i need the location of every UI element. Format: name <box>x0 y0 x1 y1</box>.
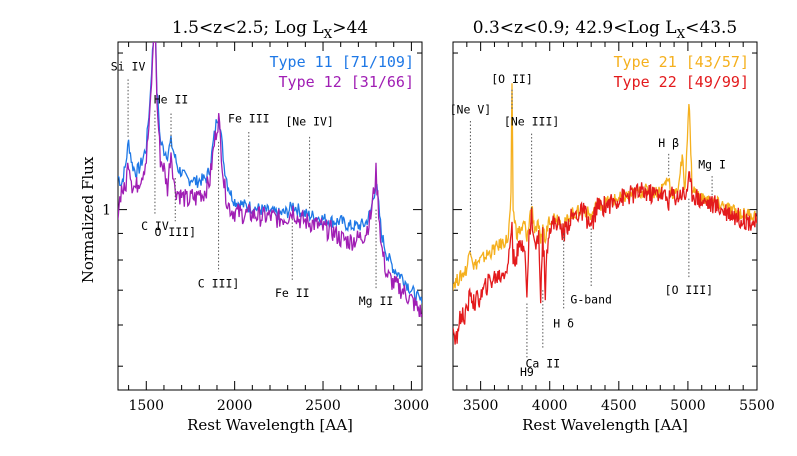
title-main: 0.3<z<0.9; 42.9<Log L <box>473 18 677 38</box>
line-annotation: Fe II <box>275 286 310 300</box>
series-line-2 <box>118 42 422 318</box>
line-annotation: G-band <box>570 292 612 306</box>
title-rest: <43.5 <box>685 18 737 38</box>
panel-title: 0.3<z<0.9; 42.9<Log LX<43.5 <box>473 18 738 41</box>
x-tick-label: 4000 <box>532 398 568 414</box>
line-annotation: H β <box>658 136 679 150</box>
series-line-1 <box>453 83 757 291</box>
x-tick-label: 2500 <box>305 398 341 414</box>
x-tick-label: 2000 <box>217 398 253 414</box>
line-annotation: [Ne V] <box>450 103 492 117</box>
y-axis-label: Normalized Flux <box>79 156 97 283</box>
series-line-2 <box>453 171 757 345</box>
title-rest: >44 <box>332 18 368 38</box>
x-tick-label: 5500 <box>739 398 775 414</box>
x-tick-label: 1500 <box>128 398 164 414</box>
line-annotation: H9 <box>520 365 534 379</box>
line-annotation: C IV <box>141 219 169 233</box>
x-axis-label: Rest Wavelength [AA] <box>522 416 688 434</box>
y-tick-label: 1 <box>102 203 111 219</box>
legend-entry: Type 21 [43/57] <box>614 53 749 71</box>
line-annotation: Mg I <box>698 157 726 171</box>
legend-entry: Type 22 [49/99] <box>614 73 749 91</box>
line-annotation: Fe III <box>228 112 270 126</box>
x-tick-label: 3500 <box>463 398 499 414</box>
left-panel-high-z: 1500 2000 2500 3000 1 Type 11 [71/109] Type 12… <box>102 18 430 434</box>
x-axis-label: Rest Wavelength [AA] <box>187 416 353 434</box>
panel-title: 1.5<z<2.5; Log LX>44 <box>172 18 368 41</box>
line-annotation: [Ne IV] <box>285 115 333 129</box>
line-annotation: [O II] <box>491 72 533 86</box>
x-tick-label: 4500 <box>601 398 637 414</box>
line-annotation: H δ <box>553 317 574 331</box>
plot-frame <box>452 41 758 391</box>
legend-entry: Type 11 [71/109] <box>270 53 415 71</box>
line-annotation: O III] <box>154 225 196 239</box>
line-annotation: [O III] <box>665 283 713 297</box>
line-annotation: Mg II <box>359 294 394 308</box>
title-subscript: X <box>324 27 333 41</box>
line-annotation: Si IV <box>111 60 146 74</box>
x-tick-label: 5000 <box>670 398 706 414</box>
title-main: 1.5<z<2.5; Log L <box>172 18 324 38</box>
line-annotation: [Ne III] <box>504 115 559 129</box>
line-annotation: C III] <box>198 277 240 291</box>
line-annotation: Ca II <box>526 356 561 370</box>
title-subscript: X <box>677 27 686 41</box>
right-panel-low-z: 3500 4000 4500 5000 5500 Type 21 [43/57] Type … <box>450 18 775 434</box>
x-tick-label: 3000 <box>394 398 430 414</box>
legend-entry: Type 12 [31/66] <box>279 73 414 91</box>
line-annotation: He II <box>154 92 189 106</box>
